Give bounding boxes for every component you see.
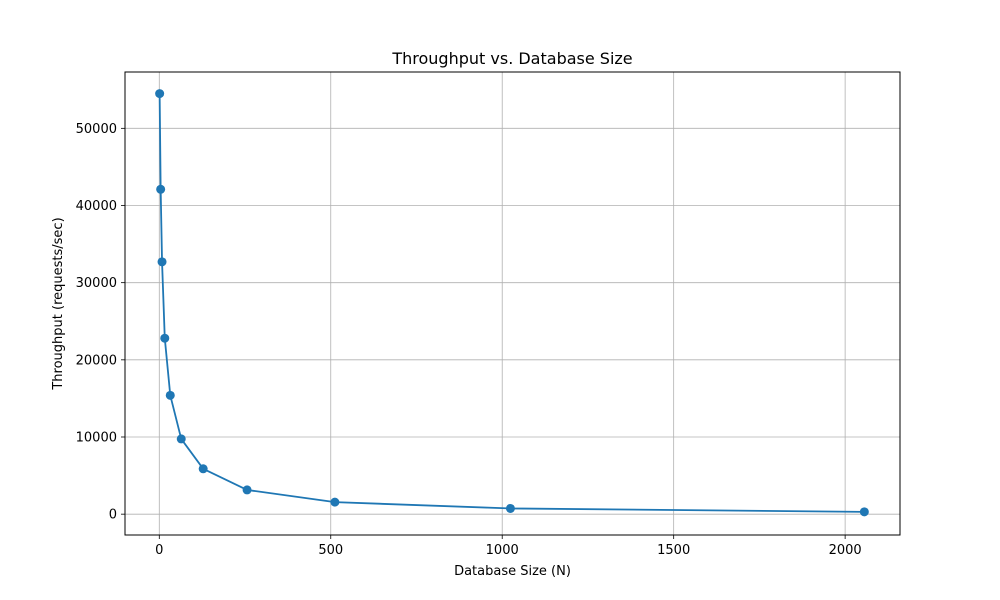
data-point [330, 497, 340, 507]
y-tick-label: 50000 [76, 122, 117, 137]
data-point [198, 464, 208, 474]
data-point [165, 390, 175, 400]
data-point [242, 485, 252, 495]
y-tick-label: 40000 [76, 199, 117, 214]
y-tick-label: 0 [109, 508, 117, 523]
data-layer [155, 89, 869, 517]
x-axis-label: Database Size (N) [454, 564, 571, 579]
data-point [157, 257, 167, 267]
x-tick-label: 1000 [486, 543, 519, 558]
data-point [176, 434, 186, 444]
data-point [505, 503, 515, 513]
y-tick-label: 20000 [76, 353, 117, 368]
y-axis-label: Throughput (requests/sec) [51, 217, 66, 390]
data-point [859, 507, 869, 517]
grid-layer [125, 72, 900, 535]
plot-frame [124, 71, 901, 536]
x-tick-label: 2000 [829, 543, 862, 558]
tick-layer: 0 500 1000 1500 2000010000200003000040000500… [76, 122, 862, 558]
data-point [160, 333, 170, 343]
chart-title: Throughput vs. Database Size [391, 49, 632, 68]
data-point [155, 89, 165, 99]
x-tick-label: 500 [318, 543, 343, 558]
x-tick-label: 0 [155, 543, 163, 558]
data-point [156, 184, 166, 194]
y-tick-label: 30000 [76, 276, 117, 291]
x-tick-label: 1500 [657, 543, 690, 558]
y-tick-label: 10000 [76, 430, 117, 445]
